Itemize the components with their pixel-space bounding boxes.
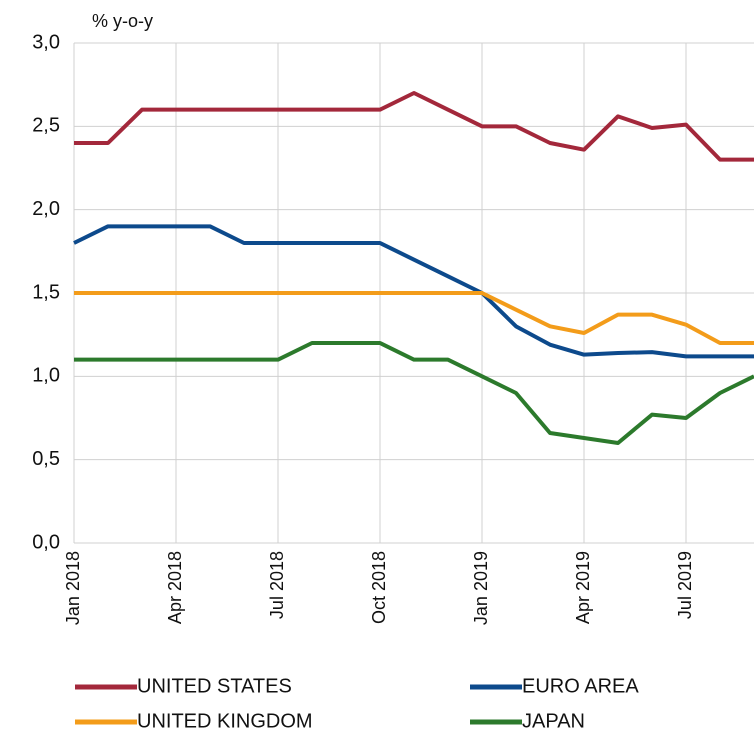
x-tick-label: Apr 2019 [573,551,593,624]
y-tick-label: 2,5 [32,115,60,137]
series-line [74,291,754,345]
x-tick-label: Oct 2018 [369,551,389,624]
x-tick-label: Jul 2018 [267,551,287,619]
x-tick-label: Apr 2018 [165,551,185,624]
series-line [74,91,754,162]
y-tick-label: 0,5 [32,448,60,470]
x-tick-label: Jan 2019 [471,551,491,625]
series-line [73,224,754,359]
y-tick-label: 1,5 [32,281,60,303]
y-tick-label: 3,0 [32,31,60,53]
x-tick-label: Jan 2018 [63,551,83,625]
y-axis-label: % y-o-y [92,11,153,31]
x-tick-label: Jul 2019 [675,551,695,619]
legend-label: JAPAN [522,710,585,732]
legend-label: UNITED STATES [137,675,292,697]
y-tick-label: 2,0 [32,198,60,220]
legend-label: UNITED KINGDOM [137,710,313,732]
y-tick-label: 1,0 [32,365,60,387]
series-line [74,341,754,445]
y-tick-label: 0,0 [32,531,60,553]
legend-label: EURO AREA [522,675,639,697]
